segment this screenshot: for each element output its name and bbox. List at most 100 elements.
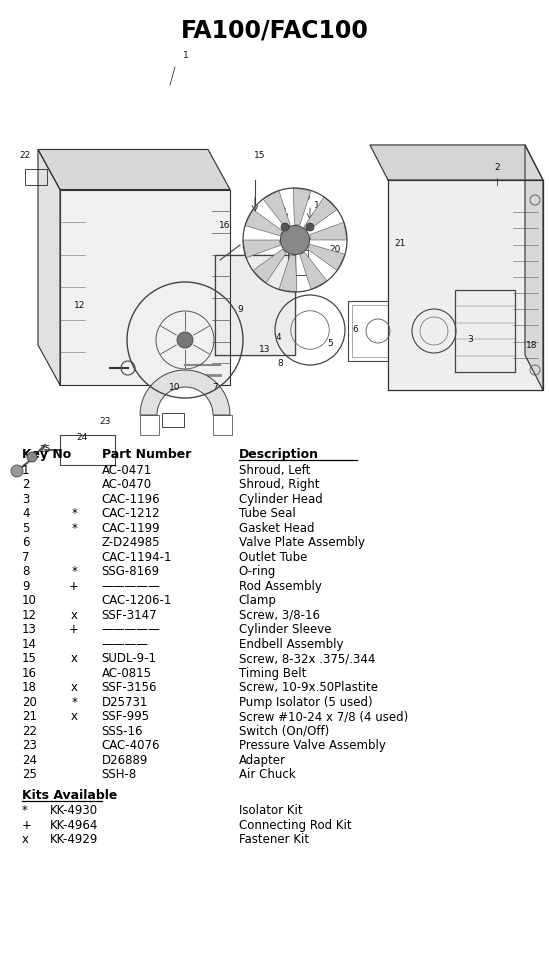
Text: Screw, 3/8-16: Screw, 3/8-16 — [239, 608, 320, 622]
Text: 2: 2 — [494, 164, 500, 173]
Text: AC-0471: AC-0471 — [102, 463, 152, 477]
Text: SSF-995: SSF-995 — [102, 710, 150, 723]
Polygon shape — [215, 255, 295, 355]
Polygon shape — [307, 245, 345, 271]
Text: 22: 22 — [22, 724, 37, 738]
Text: x: x — [71, 652, 77, 665]
Polygon shape — [455, 290, 515, 372]
Text: 10: 10 — [169, 382, 181, 392]
Text: Cylinder Sleeve: Cylinder Sleeve — [239, 623, 331, 636]
Text: —————: ————— — [102, 579, 160, 593]
Text: Pump Isolator (5 used): Pump Isolator (5 used) — [239, 695, 372, 709]
Text: Part Number: Part Number — [102, 448, 191, 461]
Text: SSH-8: SSH-8 — [102, 768, 137, 781]
Text: Air Chuck: Air Chuck — [239, 768, 295, 781]
Text: 25: 25 — [40, 446, 51, 454]
Text: Tube Seal: Tube Seal — [239, 507, 295, 520]
Text: Kits Available: Kits Available — [22, 789, 117, 802]
Text: SUDL-9-1: SUDL-9-1 — [102, 652, 156, 665]
Text: 3: 3 — [467, 335, 473, 344]
Text: Endbell Assembly: Endbell Assembly — [239, 638, 343, 650]
Text: 16: 16 — [219, 220, 231, 229]
Text: 20: 20 — [329, 246, 341, 254]
Text: CAC-1206-1: CAC-1206-1 — [102, 594, 172, 607]
Bar — [288, 250, 308, 275]
Polygon shape — [370, 145, 543, 180]
Text: 4: 4 — [275, 333, 281, 342]
Text: Shroud, Left: Shroud, Left — [239, 463, 310, 477]
Text: 12: 12 — [74, 301, 86, 310]
Text: *: * — [71, 566, 77, 578]
Text: SSS-16: SSS-16 — [102, 724, 143, 738]
Text: 14: 14 — [22, 638, 37, 650]
Text: 16: 16 — [22, 667, 37, 680]
Text: 12: 12 — [22, 608, 37, 622]
Text: Description: Description — [239, 448, 319, 461]
Text: Switch (On/Off): Switch (On/Off) — [239, 724, 329, 738]
Text: 1: 1 — [183, 51, 189, 59]
Text: KK-4929: KK-4929 — [50, 834, 98, 846]
Text: Outlet Tube: Outlet Tube — [239, 551, 307, 564]
Polygon shape — [263, 190, 290, 228]
Polygon shape — [38, 149, 230, 189]
Text: CAC-1194-1: CAC-1194-1 — [102, 551, 172, 564]
Text: 2: 2 — [22, 478, 30, 491]
Text: 4: 4 — [22, 507, 30, 520]
Bar — [25, 169, 47, 185]
Circle shape — [27, 452, 37, 462]
Text: O-ring: O-ring — [239, 566, 276, 578]
Bar — [348, 301, 408, 361]
Text: x: x — [71, 710, 77, 723]
Text: 3: 3 — [22, 492, 29, 506]
Text: Pressure Valve Assembly: Pressure Valve Assembly — [239, 739, 386, 752]
Text: Timing Belt: Timing Belt — [239, 667, 306, 680]
Text: ————: ———— — [102, 638, 149, 650]
Polygon shape — [140, 370, 230, 415]
Text: Screw, 10-9x.50Plastite: Screw, 10-9x.50Plastite — [239, 682, 378, 694]
Text: 24: 24 — [76, 434, 88, 443]
Text: x: x — [71, 608, 77, 622]
Text: *: * — [71, 695, 77, 709]
Text: 21: 21 — [22, 710, 37, 723]
Text: 9: 9 — [22, 579, 30, 593]
Text: Valve Plate Assembly: Valve Plate Assembly — [239, 536, 365, 549]
Polygon shape — [60, 189, 230, 385]
Polygon shape — [304, 197, 337, 231]
Polygon shape — [279, 254, 297, 292]
Polygon shape — [38, 149, 60, 385]
Text: 18: 18 — [526, 340, 538, 349]
Text: Clamp: Clamp — [239, 594, 277, 607]
Text: 18: 18 — [22, 682, 37, 694]
Text: 8: 8 — [22, 566, 29, 578]
Text: Gasket Head: Gasket Head — [239, 522, 315, 534]
Text: 20: 20 — [22, 695, 37, 709]
Text: 15: 15 — [254, 150, 266, 160]
Text: 7: 7 — [212, 383, 218, 393]
Polygon shape — [388, 180, 543, 390]
Text: SSF-3156: SSF-3156 — [102, 682, 157, 694]
Text: CAC-1196: CAC-1196 — [102, 492, 160, 506]
Text: Z-D24985: Z-D24985 — [102, 536, 160, 549]
Text: Shroud, Right: Shroud, Right — [239, 478, 320, 491]
Text: AC-0470: AC-0470 — [102, 478, 152, 491]
Text: CAC-4076: CAC-4076 — [102, 739, 160, 752]
Text: 5: 5 — [327, 338, 333, 347]
Text: 14: 14 — [315, 202, 326, 211]
Text: 23: 23 — [22, 739, 37, 752]
Polygon shape — [293, 188, 311, 225]
Bar — [215, 255, 295, 355]
Text: FA100/FAC100: FA100/FAC100 — [181, 18, 368, 42]
Polygon shape — [525, 145, 543, 390]
Text: x: x — [71, 682, 77, 694]
Bar — [352, 305, 404, 357]
Circle shape — [281, 223, 289, 231]
Text: Isolator Kit: Isolator Kit — [239, 804, 302, 817]
Bar — [412, 301, 426, 361]
Text: SSF-3147: SSF-3147 — [102, 608, 157, 622]
Text: D25731: D25731 — [102, 695, 148, 709]
Text: 23: 23 — [99, 417, 111, 426]
Text: *: * — [71, 522, 77, 534]
Polygon shape — [310, 222, 347, 240]
Text: 8: 8 — [277, 359, 283, 368]
Bar — [162, 413, 184, 427]
